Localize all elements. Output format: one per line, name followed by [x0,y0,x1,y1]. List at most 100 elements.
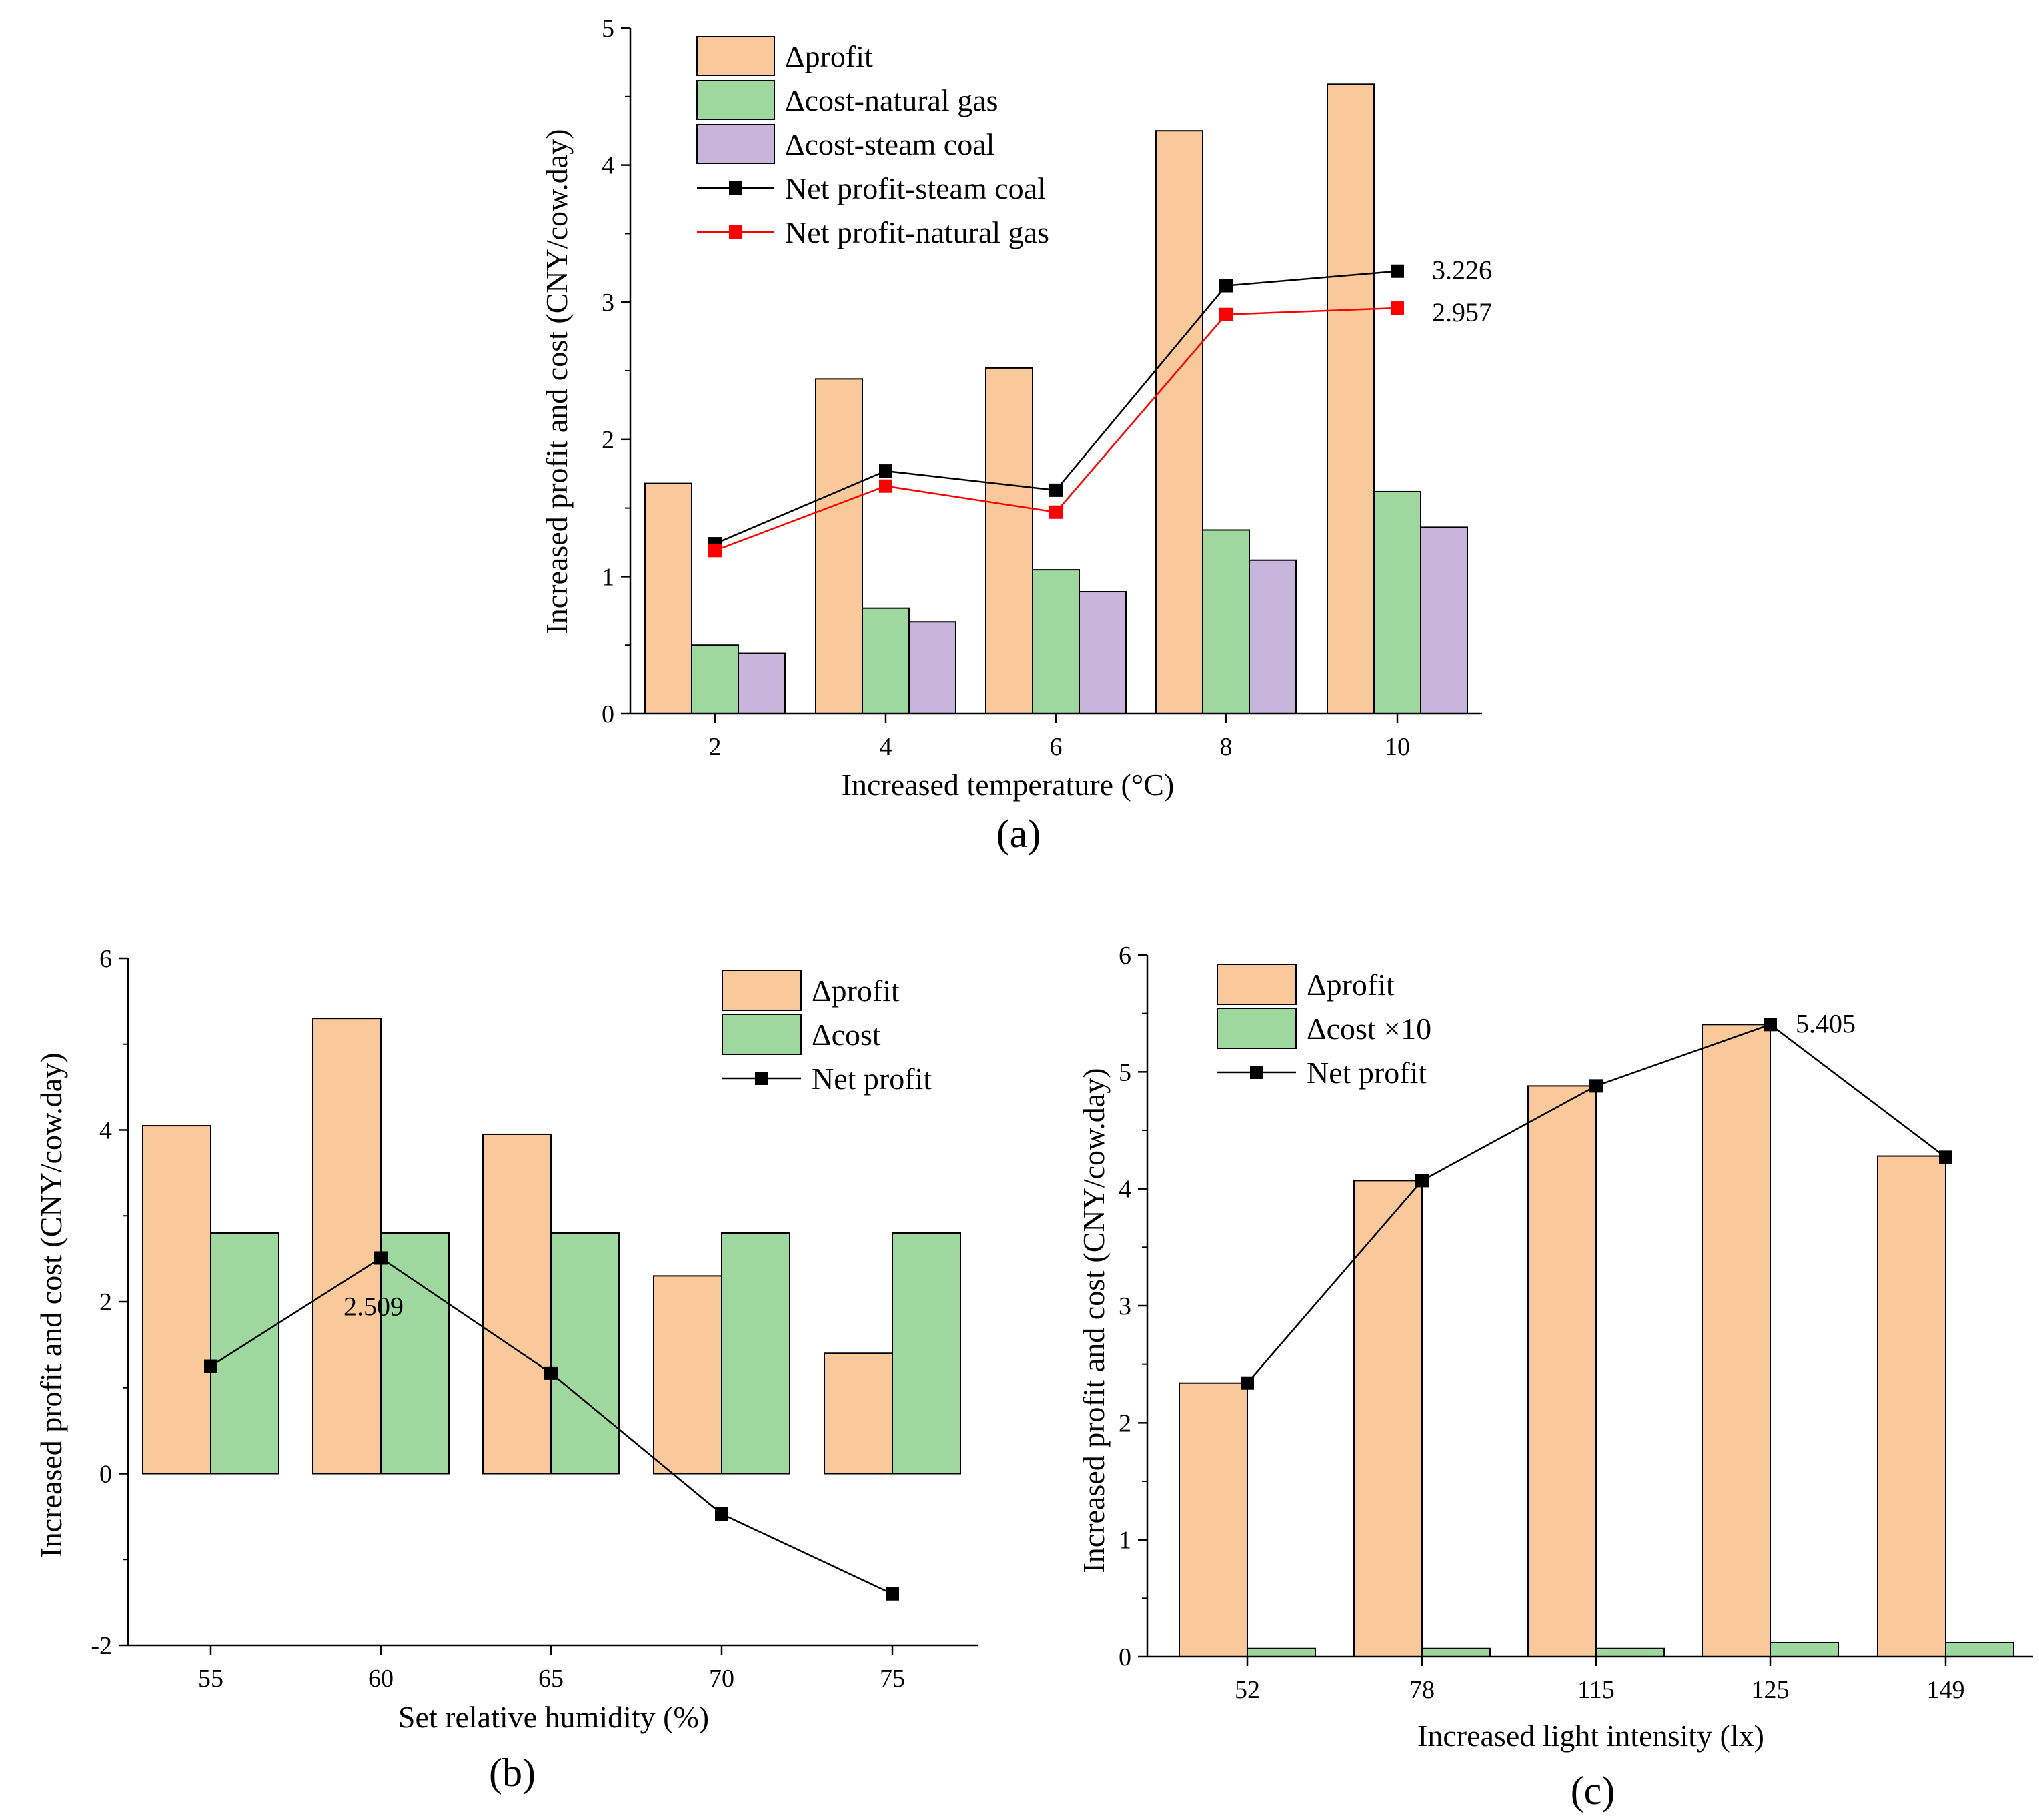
panel-c-xtick-label-3: 125 [1752,1676,1790,1704]
panel-c-bar-s0-4 [1877,1155,1946,1658]
panel-c-bar-s1-0 [1247,1647,1316,1657]
panel-a: 3.226 2.957 0 1 2 3 4 5 2 4 6 8 10 Increased temper… [540,15,1492,856]
panel-b-ytick-label-2: 2 [99,1288,112,1316]
panel-c-marks: 5.405 [1179,1008,2014,1658]
panel-b-marker-s2-2 [544,1366,558,1380]
panel-c-bar-s1-2 [1595,1647,1665,1657]
panel-b-xtick-label-2: 65 [538,1665,564,1693]
panel-c-label: (c) [1571,1769,1615,1813]
panel-b-legend-marker-2 [755,1072,768,1085]
panel-a-legend-marker-4 [729,225,742,239]
panel-a-ytick-label-3: 3 [602,289,614,317]
panel-a-legend-marker-3 [729,181,742,195]
panel-c-ytick-label-6: 6 [1119,942,1131,970]
panel-a-bar-s0-3 [1155,130,1203,714]
panel-a-marker-s3-3 [1219,279,1233,293]
panel-a-legend-swatch-2 [696,124,775,164]
panel-b-bar-s1-0 [210,1232,279,1475]
panel-a-bar-s1-0 [691,644,739,715]
panel-b-legend-swatch-1 [722,1014,802,1055]
panel-a-xtick-label-1: 4 [880,733,892,761]
panel-a-ytick-label-4: 4 [602,152,614,180]
panel-c-legend-label-1: Δcost ×10 [1307,1012,1431,1046]
panel-b-marker-s2-0 [204,1359,217,1373]
panel-a-ytick-label-2: 2 [602,426,614,454]
panel-b-ytick-label-4: 6 [99,945,112,973]
panel-c-legend-marker-2 [1250,1066,1263,1079]
panel-a-bar-s1-2 [1032,569,1080,714]
panel-a-ytick-label-5: 5 [602,15,614,43]
panel-a-legend-label-4: Net profit-natural gas [785,215,1049,249]
panel-b-label: (b) [489,1751,536,1795]
panel-b-xlabel: Set relative humidity (%) [398,1700,709,1734]
panel-c: 5.405 0 1 2 3 4 5 6 52 78 115 125 149 Increased lig… [1077,942,2033,1813]
panel-a-bar-s0-2 [985,367,1033,714]
panel-c-ytick-label-0: 0 [1119,1643,1131,1671]
panel-c-axes: 0 1 2 3 4 5 6 52 78 115 125 149 [1119,942,2033,1704]
panel-c-marker-s2-2 [1589,1079,1603,1093]
panel-c-ytick-label-1: 1 [1119,1527,1131,1555]
panel-c-legend-swatch-0 [1217,964,1297,1005]
panel-a-ylabel: Increased profit and cost (CNY/cow.day) [540,129,574,634]
panel-a-bar-s2-1 [908,621,956,714]
panel-c-marker-s2-0 [1241,1376,1254,1390]
panel-b-ylabel: Increased profit and cost (CNY/cow.day) [34,1052,68,1557]
panel-c-bar-s1-4 [1945,1641,2014,1657]
panel-a-marker-s4-4 [1391,301,1404,315]
panel-a-xtick-label-2: 6 [1050,733,1063,761]
panel-b-bar-s1-4 [892,1232,961,1475]
panel-a-xlabel: Increased temperature (°C) [842,768,1175,802]
panel-c-ytick-label-2: 2 [1119,1409,1131,1437]
panel-b-ytick-label-3: 4 [99,1117,112,1145]
panel-a-legend-swatch-0 [696,36,775,76]
panel-a-marker-s3-4 [1391,264,1404,278]
panel-a-bar-s2-2 [1079,591,1127,714]
panel-b-bar-s1-3 [721,1232,790,1475]
panel-b-xtick-label-3: 70 [709,1665,734,1693]
panel-b-legend-label-0: Δprofit [812,974,900,1008]
panel-a-legend-label-0: Δprofit [785,39,873,73]
panel-c-xtick-label-4: 149 [1927,1676,1965,1704]
panel-a-marker-s4-3 [1219,307,1233,321]
panel-c-bar-s1-3 [1770,1641,1839,1657]
panel-c-bar-s1-1 [1421,1647,1491,1657]
panel-a-legend-swatch-1 [696,80,775,120]
panel-c-marker-s2-1 [1415,1174,1429,1188]
panel-a-axes: 0 1 2 3 4 5 2 4 6 8 10 [602,15,1482,761]
panel-c-marker-s2-4 [1939,1150,1952,1164]
panel-c-legend-swatch-1 [1217,1008,1297,1049]
panel-b-bar-s0-2 [482,1133,552,1475]
panel-b-marks: 2.509 [142,1018,961,1601]
panel-b-axes: -2 0 2 4 6 55 60 65 70 75 [91,945,978,1693]
panel-b-annotation-0: 2.509 [344,1291,404,1321]
panel-a-marker-s4-2 [1049,505,1063,519]
panel-c-legend: Δprofit Δcost ×10 Net profit [1217,964,1431,1090]
panel-c-legend-label-2: Net profit [1307,1056,1427,1090]
panel-a-legend: Δprofit Δcost-natural gas Δcost-steam coal… [696,36,1049,249]
panel-c-bar-s0-2 [1527,1085,1597,1657]
panel-a-bar-s2-4 [1420,526,1468,714]
panel-b-legend: Δprofit Δcost Net profit [722,970,932,1096]
panel-a-bar-s0-1 [815,378,863,714]
panel-b: 2.509 -2 0 2 4 6 55 60 65 70 75 Set relative humi… [34,945,978,1795]
panel-a-ytick-label-1: 1 [602,563,614,591]
panel-c-ytick-label-4: 4 [1119,1176,1131,1204]
panel-b-bar-s1-1 [380,1232,450,1475]
panel-c-xlabel: Increased light intensity (lx) [1417,1719,1764,1753]
panel-a-marks: 3.226 2.957 [644,83,1492,715]
panel-a-marker-s4-0 [708,544,722,558]
panel-b-xtick-label-0: 55 [198,1665,223,1693]
panel-a-marker-s3-1 [879,464,892,478]
panel-a-ytick-label-0: 0 [602,700,614,728]
panel-b-legend-swatch-0 [722,970,802,1011]
panel-b-ytick-label-1: 0 [99,1461,112,1489]
panel-c-bar-s0-1 [1353,1180,1423,1657]
panel-b-bar-s0-0 [142,1125,211,1475]
panel-c-xtick-label-2: 115 [1577,1676,1615,1704]
panel-a-bar-s1-3 [1202,529,1250,714]
panel-a-legend-label-2: Δcost-steam coal [785,127,994,161]
panel-b-bar-s1-2 [550,1232,620,1475]
panel-a-bar-s0-0 [644,482,692,714]
panel-a-xtick-label-3: 8 [1220,733,1233,761]
